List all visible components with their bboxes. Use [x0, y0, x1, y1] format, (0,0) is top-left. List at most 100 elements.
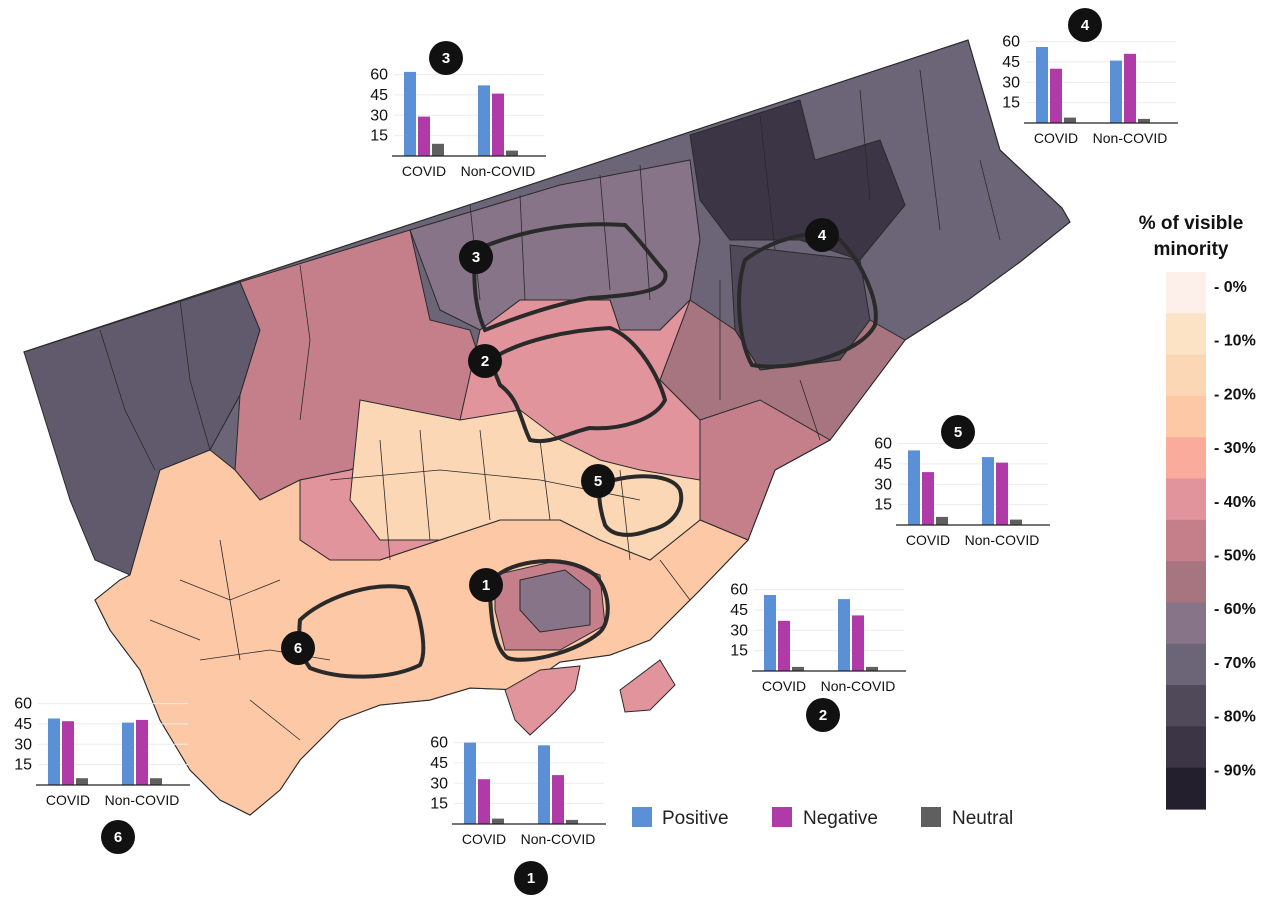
map-marker-4: 4: [805, 218, 839, 252]
key-label-positive: Positive: [662, 808, 729, 829]
map-marker-6-label: 6: [294, 640, 302, 657]
sentiment-key: Positive Negative Neutral: [632, 807, 1013, 829]
chart-2-ytick-1: 30: [730, 622, 748, 639]
chart-6-bar-neutral-covid: [76, 778, 88, 785]
chart-2-ytick-0: 15: [730, 643, 748, 660]
chart-2-category-0: COVID: [762, 678, 806, 694]
chart-5-category-0: COVID: [906, 532, 950, 548]
chart-4-ytick-0: 15: [1002, 95, 1020, 112]
chart-4-bar-negative-covid: [1050, 68, 1062, 123]
chart-3-bar-neutral-noncovid: [506, 150, 518, 156]
chart-badge-5: 5: [941, 415, 975, 449]
region-outline-5: [597, 474, 684, 537]
legend-swatch-3: [1166, 395, 1206, 438]
chart-1-bar-positive-noncovid: [538, 745, 550, 824]
chart-6-ytick-1: 30: [14, 736, 32, 753]
legend-swatch-7: [1166, 561, 1206, 604]
chart-5-bar-negative-noncovid: [996, 462, 1008, 525]
legend-swatch-0: [1166, 272, 1206, 314]
chart-badge-3: 3: [429, 41, 463, 75]
chart-3-category-1: Non-COVID: [461, 163, 536, 179]
chart-4-ytick-3: 60: [1002, 34, 1020, 51]
chart-3-ytick-2: 45: [370, 87, 388, 104]
chart-2-bar-positive-covid: [764, 595, 776, 671]
chart-3-category-0: COVID: [402, 163, 446, 179]
key-label-neutral: Neutral: [952, 808, 1013, 829]
map-marker-1: 1: [469, 568, 503, 602]
legend-label-9: - 90%: [1214, 762, 1256, 779]
chart-badge-3-label: 3: [442, 50, 450, 67]
key-swatch-neutral: [921, 807, 941, 827]
legend-swatch-11: [1166, 726, 1206, 769]
map-marker-2-label: 2: [481, 353, 489, 370]
chart-3-ytick-3: 60: [370, 67, 388, 84]
chart-4-bar-positive-noncovid: [1110, 60, 1122, 123]
legend-swatch-6: [1166, 519, 1206, 562]
map-marker-4-label: 4: [818, 227, 827, 244]
chart-badge-1-label: 1: [527, 870, 535, 887]
chart-1-bar-negative-noncovid: [552, 775, 564, 824]
chart-5-bar-positive-covid: [908, 450, 920, 525]
region-outline-3: [472, 222, 668, 333]
chart-badge-4-label: 4: [1081, 17, 1090, 34]
chart-2-bar-neutral-covid: [792, 666, 804, 671]
legend-label-6: - 60%: [1214, 601, 1256, 618]
inset-chart-5: 15 30 45 60 COVID Non-COVID: [874, 436, 1050, 548]
chart-badge-6-label: 6: [114, 829, 122, 846]
chart-badge-1: 1: [514, 861, 548, 895]
chart-6-ytick-3: 60: [14, 696, 32, 713]
chart-6-category-0: COVID: [46, 792, 90, 808]
chart-2-ytick-3: 60: [730, 582, 748, 599]
chart-6-ytick-2: 45: [14, 716, 32, 733]
map-marker-3: 3: [459, 240, 493, 274]
region-outline-2: [487, 325, 668, 444]
chart-2-category-1: Non-COVID: [821, 678, 896, 694]
legend-swatch-5: [1166, 478, 1206, 521]
chart-5-bar-neutral-noncovid: [1010, 519, 1022, 525]
chart-4-bar-positive-covid: [1036, 47, 1048, 123]
chart-1-ytick-2: 45: [430, 755, 448, 772]
legend-title-line1: % of visible: [1139, 213, 1244, 234]
inset-chart-4: 15 30 45 60 COVID Non-COVID: [1002, 34, 1178, 146]
map-marker-3-label: 3: [472, 249, 480, 266]
chart-5-bar-positive-noncovid: [982, 457, 994, 525]
toronto-choropleth-map: 1 2 3 4 5 6: [23, 39, 1071, 816]
region-outline-1: [487, 559, 610, 662]
legend-label-8: - 80%: [1214, 709, 1256, 726]
legend-swatch-2: [1166, 354, 1206, 397]
legend-title-line2: minority: [1154, 239, 1229, 260]
map-marker-1-label: 1: [482, 577, 490, 594]
chart-4-bar-neutral-noncovid: [1138, 118, 1150, 123]
chart-6-bar-positive-covid: [48, 718, 60, 785]
chart-2-bar-negative-noncovid: [852, 615, 864, 671]
chart-4-ytick-1: 30: [1002, 74, 1020, 91]
chart-2-bar-neutral-noncovid: [866, 666, 878, 671]
inset-chart-6: 15 30 45 60 COVID Non-COVID: [14, 696, 190, 808]
map-marker-6: 6: [281, 631, 315, 665]
map-marker-5-label: 5: [594, 473, 602, 490]
chart-3-ytick-1: 30: [370, 107, 388, 124]
chart-1-ytick-3: 60: [430, 735, 448, 752]
chart-3-bar-positive-noncovid: [478, 85, 490, 156]
chart-4-category-1: Non-COVID: [1093, 130, 1168, 146]
legend-swatch-1: [1166, 313, 1206, 356]
chart-1-category-1: Non-COVID: [521, 831, 596, 847]
chart-badge-2: 2: [806, 698, 840, 732]
map-marker-2: 2: [468, 344, 502, 378]
chart-5-ytick-3: 60: [874, 436, 892, 453]
inset-chart-3: 15 30 45 60 COVID Non-COVID: [370, 67, 546, 179]
chart-1-category-0: COVID: [462, 831, 506, 847]
key-swatch-positive: [632, 807, 652, 827]
chart-6-bar-negative-noncovid: [136, 719, 148, 785]
chart-2-bar-positive-noncovid: [838, 599, 850, 671]
chart-3-bar-neutral-covid: [432, 143, 444, 156]
legend-color-bar: [1166, 272, 1206, 810]
chart-5-bar-neutral-covid: [936, 516, 948, 525]
map-marker-5: 5: [581, 464, 615, 498]
inset-chart-2: 15 30 45 60 COVID Non-COVID: [730, 582, 906, 694]
chart-6-ytick-0: 15: [14, 757, 32, 774]
chart-1-bar-neutral-covid: [492, 818, 504, 824]
visible-minority-legend: % of visible minority - 0% - 10% - 20% - 30…: [1139, 213, 1256, 810]
